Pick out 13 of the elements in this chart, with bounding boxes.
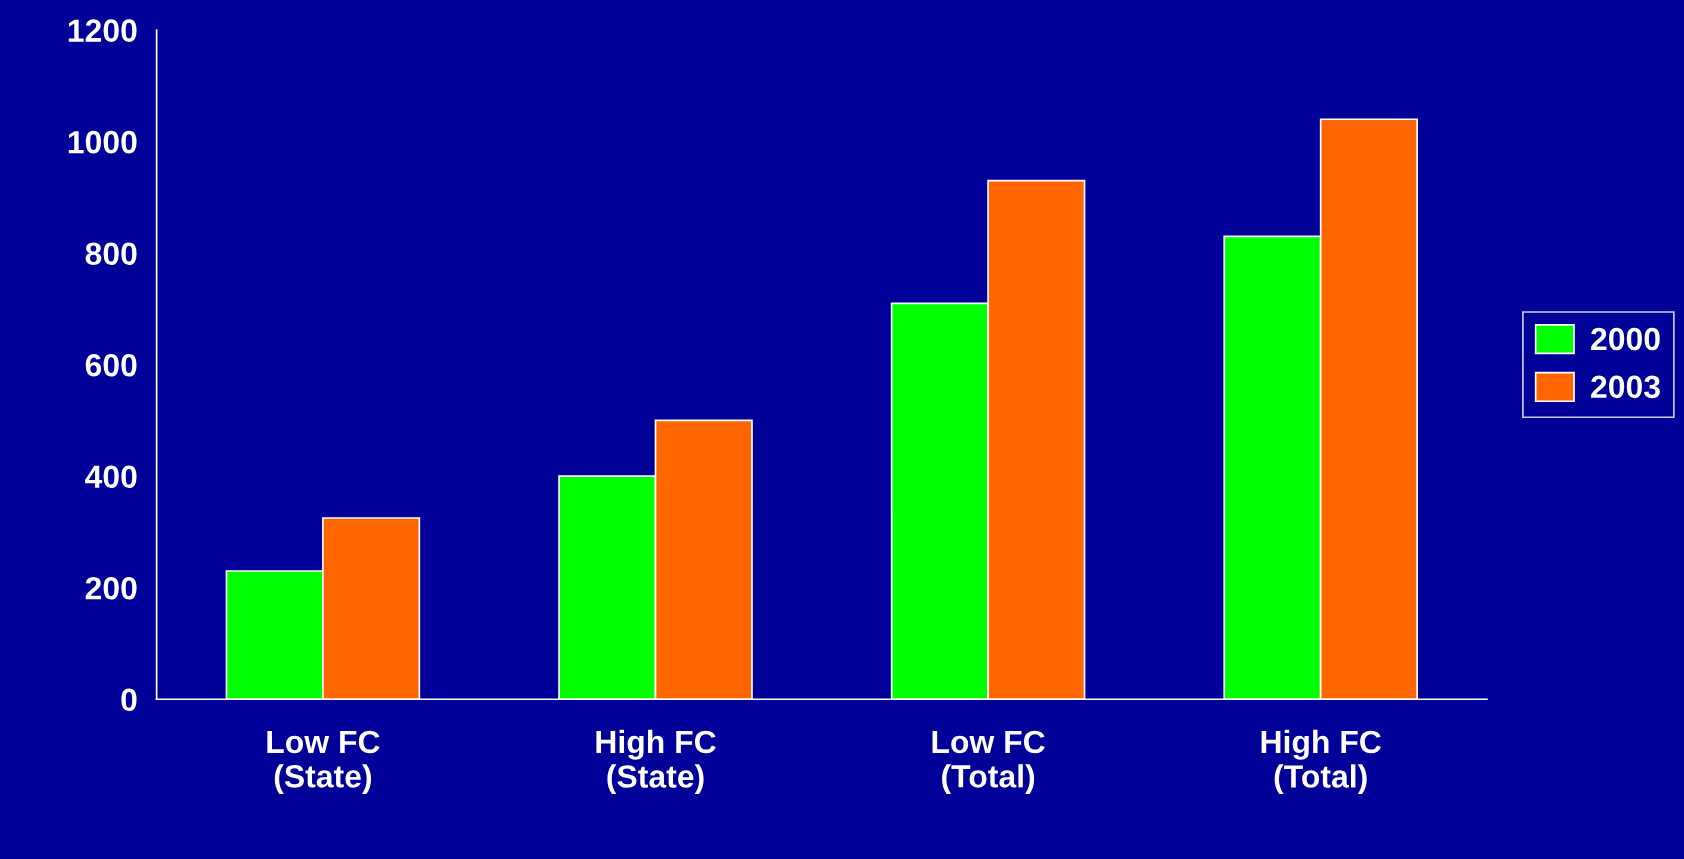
- y-tick-label: 200: [85, 576, 137, 600]
- x-tick-label: Low FC (State): [267, 730, 380, 794]
- x-tick-label: Low FC (Total): [932, 730, 1045, 794]
- y-tick-label: 600: [85, 353, 137, 377]
- legend-label: 2000: [1591, 327, 1660, 351]
- y-tick-label: 800: [85, 242, 137, 266]
- y-tick-label: 400: [85, 465, 137, 489]
- legend-label: 2003: [1591, 375, 1660, 399]
- x-tick-label: High FC (State): [596, 729, 716, 795]
- y-tick-label: 0: [121, 688, 137, 712]
- y-tick-label: 1000: [68, 130, 137, 154]
- y-tick-label: 1200: [68, 19, 137, 42]
- x-tick-label: High FC (Total): [1261, 729, 1382, 795]
